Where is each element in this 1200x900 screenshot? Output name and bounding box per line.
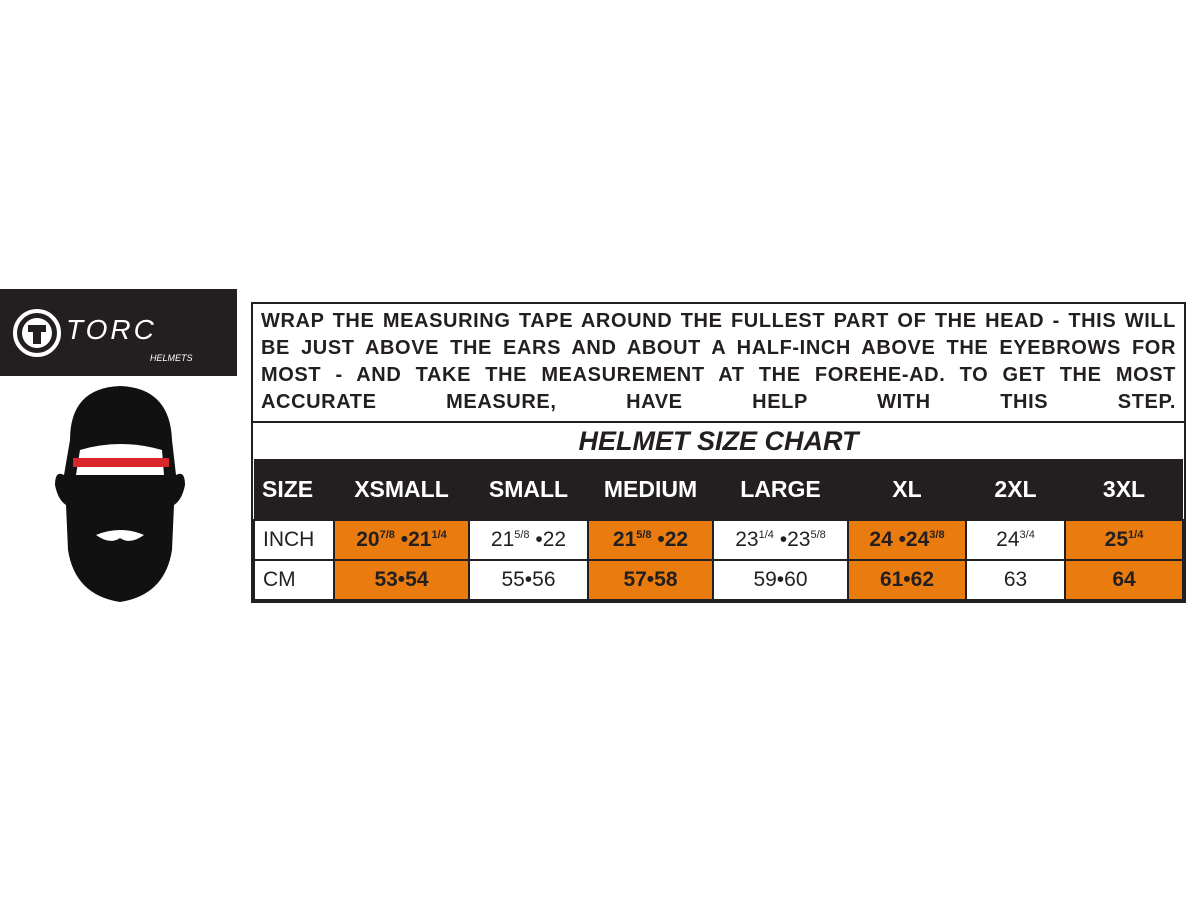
measuring-instructions: WRAP THE MEASURING TAPE AROUND THE FULLE… [253,304,1184,423]
header-medium: MEDIUM [588,459,713,520]
brand-sub: HELMETS [150,353,193,363]
header-2xl: 2XL [966,459,1065,520]
size-cell: 63 [965,559,1066,601]
value: 21 [612,528,637,551]
size-table: SIZE XSMALL SMALL MEDIUM LARGE XL 2XL 3XL INCH 2… [253,459,1184,601]
fraction: 1/4 [758,529,774,541]
size-cell: 53•54 [333,559,470,601]
fraction: 5/8 [810,529,826,541]
header-xsmall: XSMALL [334,459,469,520]
row-label: CM [253,559,335,601]
header-row: SIZE XSMALL SMALL MEDIUM LARGE XL 2XL 3XL [254,459,1183,520]
header-xl: XL [848,459,966,520]
fraction: 7/8 [379,529,395,541]
value: 55•56 [501,568,556,591]
value: •22 [651,528,689,551]
torc-logo: TORC HELMETS [0,289,237,376]
value: 20 [356,528,380,551]
row-label: INCH [253,519,335,561]
value: •23 [773,528,811,551]
value: •22 [529,528,567,551]
header-small: SMALL [469,459,588,520]
value: 64 [1112,568,1136,591]
fraction: 3/8 [929,529,945,541]
size-cell: 215/8 •22 [468,519,589,561]
size-cell: 231/4 •235/8 [712,519,849,561]
size-cell: 207/8 •211/4 [333,519,470,561]
value: •24 [892,528,930,551]
size-cell: 61•62 [847,559,967,601]
size-cell: 57•58 [587,559,714,601]
size-cell: 64 [1064,559,1184,601]
value: •21 [394,528,432,551]
bearded-face-illustration [55,386,185,602]
size-cell: 243/4 [965,519,1066,561]
row-cm: CM 53•54 55•56 57•58 59•60 61•62 63 64 [253,559,1184,601]
chart-title: HELMET SIZE CHART [578,426,859,456]
header-large: LARGE [713,459,848,520]
value: 24 [869,528,893,551]
value: 59•60 [753,568,808,591]
measuring-tape-icon [73,458,169,467]
fraction: 5/8 [514,529,530,541]
value: 57•58 [623,568,678,591]
brand-name: TORC [66,314,157,345]
value: 21 [490,528,515,551]
value: 53•54 [374,568,429,591]
size-cell: 251/4 [1064,519,1184,561]
value: 23 [735,528,759,551]
torc-logo-icon: TORC HELMETS [13,309,193,363]
header-3xl: 3XL [1065,459,1183,520]
value: 61•62 [879,568,935,591]
value: 24 [996,528,1020,551]
row-inch: INCH 207/8 •211/4 215/8 •22 215/8 •22 231/4 … [253,519,1184,561]
fraction: 5/8 [636,529,652,541]
header-size: SIZE [254,459,334,520]
value: 63 [1003,568,1028,591]
size-cell: 55•56 [468,559,589,601]
size-cell: 59•60 [712,559,849,601]
fraction: 1/4 [431,529,447,541]
size-cell: 215/8 •22 [587,519,714,561]
value: 25 [1104,528,1129,551]
fraction: 3/4 [1019,529,1035,541]
size-cell: 24 •243/8 [847,519,967,561]
fraction: 1/4 [1128,529,1144,541]
size-chart: WRAP THE MEASURING TAPE AROUND THE FULLE… [251,302,1186,603]
